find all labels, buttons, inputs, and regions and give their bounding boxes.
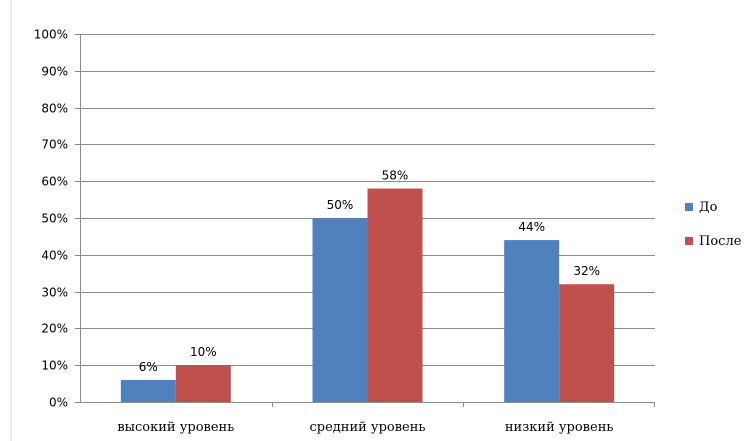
y-tick-label: 0% bbox=[49, 396, 68, 410]
bar bbox=[312, 218, 368, 402]
data-label: 10% bbox=[190, 345, 217, 359]
bar bbox=[120, 379, 176, 402]
legend-swatch bbox=[685, 203, 693, 211]
y-tick-label: 60% bbox=[41, 175, 68, 189]
data-label: 50% bbox=[327, 198, 354, 212]
y-tick-label: 40% bbox=[41, 249, 68, 263]
y-tick-label: 100% bbox=[34, 28, 68, 42]
x-tick-label: средний уровень bbox=[310, 420, 426, 435]
data-label: 58% bbox=[382, 169, 409, 183]
legend-label: До bbox=[699, 200, 718, 215]
bar bbox=[504, 240, 560, 402]
legend-label: После bbox=[699, 234, 742, 249]
x-tick-label: высокий уровень bbox=[117, 420, 234, 435]
y-tick-label: 80% bbox=[41, 102, 68, 116]
data-label: 6% bbox=[139, 360, 158, 374]
y-tick-label: 70% bbox=[41, 138, 68, 152]
legend-swatch bbox=[685, 237, 693, 245]
bar bbox=[559, 284, 615, 402]
y-tick-label: 10% bbox=[41, 359, 68, 373]
bar bbox=[175, 365, 231, 402]
y-tick-label: 30% bbox=[41, 286, 68, 300]
bar bbox=[367, 188, 423, 402]
data-label: 44% bbox=[518, 220, 545, 234]
x-tick-label: низкий уровень bbox=[505, 420, 614, 435]
y-tick-label: 90% bbox=[41, 65, 68, 79]
y-tick-label: 20% bbox=[41, 322, 68, 336]
data-label: 32% bbox=[573, 264, 600, 278]
y-tick-label: 50% bbox=[41, 212, 68, 226]
